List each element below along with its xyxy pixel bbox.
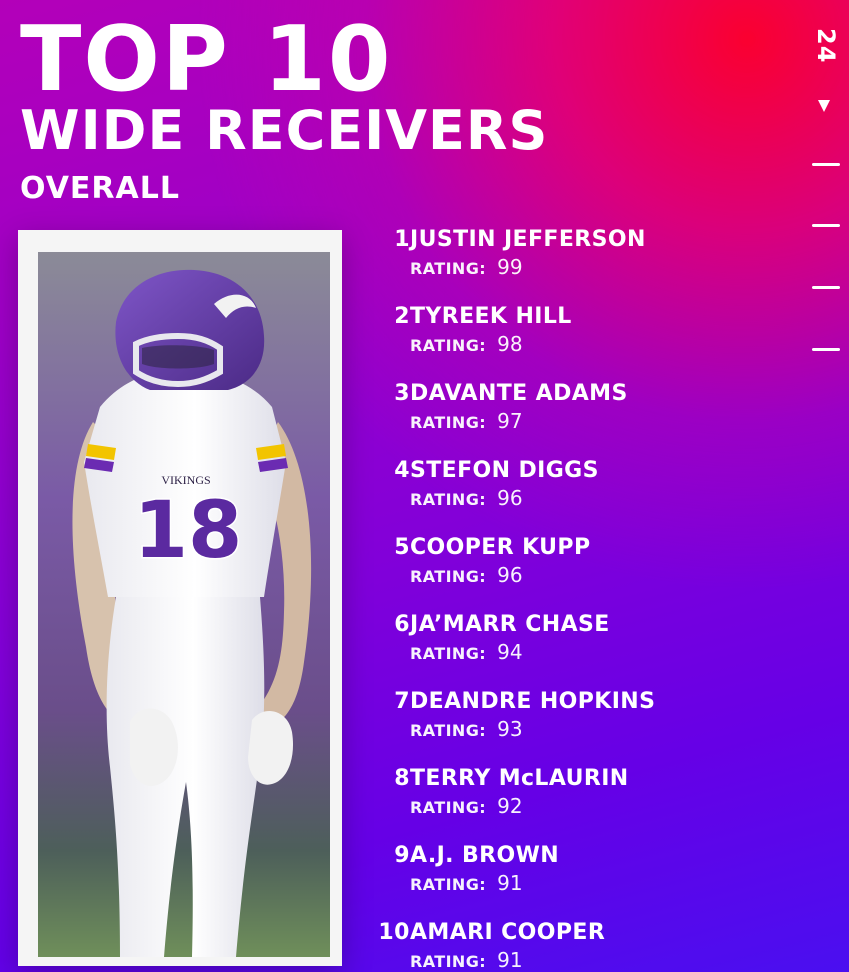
edition-arrow-icon [818,100,830,112]
player-photo: VIKINGS 18 [38,252,330,957]
player-rating: RATING: 96 [410,487,523,511]
rank-number: 6 [394,612,410,637]
rail-tick [812,163,840,166]
rank-number: 8 [394,766,410,791]
player-right-stripe-2 [258,458,288,472]
edition-rail: 24 [808,18,842,378]
player-name: A.J. BROWN [410,843,560,868]
player-rating: RATING: 93 [410,718,523,742]
rank-number: 2 [394,304,410,329]
player-pants [106,597,265,957]
edition-year: 24 [812,28,840,64]
player-left-stripe-2 [84,458,114,472]
rating-value: 92 [497,794,523,818]
headline: TOP 10 WIDE RECEIVERS [20,7,800,162]
rating-label: RATING: [410,952,487,971]
rating-label: RATING: [410,567,487,586]
rank-number: 7 [394,689,410,714]
rating-value: 99 [497,255,523,279]
rating-label: RATING: [410,798,487,817]
rating-value: 94 [497,640,523,664]
jersey-number: 18 [134,486,243,576]
page-title-line-1: TOP 10 [20,7,393,112]
player-name: STEFON DIGGS [410,458,599,483]
rating-value: 91 [497,948,523,972]
rating-value: 93 [497,717,523,741]
jersey-team: VIKINGS [161,473,210,487]
rail-tick [812,286,840,289]
rating-value: 96 [497,486,523,510]
rating-value: 91 [497,871,523,895]
rating-label: RATING: [410,721,487,740]
list-item: 6 JA’MARR CHASE RATING: 94 [360,611,780,688]
list-item: 1 JUSTIN JEFFERSON RATING: 99 [360,226,780,303]
player-photo-illustration: VIKINGS 18 [38,252,330,957]
rank-number: 10 [378,920,410,945]
page-subtitle: OVERALL [20,171,180,206]
player-name: COOPER KUPP [410,535,591,560]
list-item: 4 STEFON DIGGS RATING: 96 [360,457,780,534]
list-item: 9 A.J. BROWN RATING: 91 [360,842,780,919]
rail-tick [812,224,840,227]
list-item: 7 DEANDRE HOPKINS RATING: 93 [360,688,780,765]
rank-number: 5 [394,535,410,560]
player-name: TERRY McLAURIN [410,766,629,791]
rating-value: 97 [497,409,523,433]
player-name: DAVANTE ADAMS [410,381,628,406]
page-title-line-2: WIDE RECEIVERS [20,99,549,162]
player-name: JUSTIN JEFFERSON [410,227,646,252]
rank-number: 1 [394,227,410,252]
rank-number: 9 [394,843,410,868]
rating-value: 98 [497,332,523,356]
player-rating: RATING: 92 [410,795,523,819]
list-item: 8 TERRY McLAURIN RATING: 92 [360,765,780,842]
rank-number: 3 [394,381,410,406]
player-name: JA’MARR CHASE [410,612,610,637]
player-right-glove [248,710,294,785]
player-figure: VIKINGS 18 [72,269,312,957]
player-left-stripe [86,444,116,460]
player-rating: RATING: 98 [410,333,523,357]
rating-label: RATING: [410,336,487,355]
list-item: 10 AMARI COOPER RATING: 91 [360,919,780,972]
rating-label: RATING: [410,259,487,278]
helmet-horn [214,294,256,318]
rating-label: RATING: [410,644,487,663]
player-rating: RATING: 94 [410,641,523,665]
rating-label: RATING: [410,490,487,509]
rankings-list: 1 JUSTIN JEFFERSON RATING: 99 2 TYREEK H… [360,226,780,972]
rating-value: 96 [497,563,523,587]
player-rating: RATING: 97 [410,410,523,434]
rating-label: RATING: [410,413,487,432]
player-rating: RATING: 91 [410,872,523,896]
player-photo-frame: VIKINGS 18 [18,230,342,966]
list-item: 3 DAVANTE ADAMS RATING: 97 [360,380,780,457]
player-left-glove [130,708,178,786]
rank-number: 4 [394,458,410,483]
player-name: TYREEK HILL [410,304,572,329]
helmet-visor [142,345,214,369]
player-rating: RATING: 91 [410,949,523,972]
player-name: DEANDRE HOPKINS [410,689,656,714]
list-item: 5 COOPER KUPP RATING: 96 [360,534,780,611]
player-name: AMARI COOPER [410,920,606,945]
player-right-stripe [256,444,286,460]
player-jersey [84,368,286,597]
helmet-facemask [133,332,223,388]
player-rating: RATING: 96 [410,564,523,588]
rating-label: RATING: [410,875,487,894]
rail-tick [812,348,840,351]
player-rating: RATING: 99 [410,256,523,280]
list-item: 2 TYREEK HILL RATING: 98 [360,303,780,380]
